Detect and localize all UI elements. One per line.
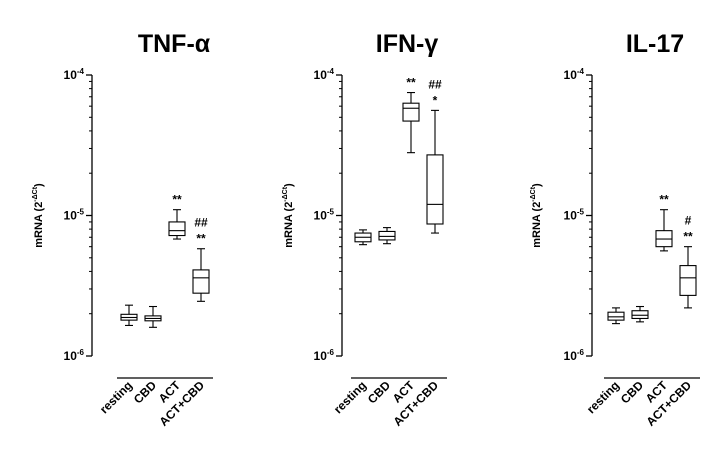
significance-label: ** <box>683 230 693 244</box>
box-act-cbd: ## * <box>426 77 444 234</box>
x-tick-label: resting <box>97 378 135 416</box>
box-iqr <box>192 269 210 294</box>
significance-label: ** <box>406 76 416 90</box>
box-cbd <box>378 227 396 245</box>
significance-label: * <box>433 93 438 107</box>
box-iqr <box>679 265 697 296</box>
x-tick-label: resting <box>584 378 622 416</box>
box-iqr <box>378 230 396 241</box>
y-axis-label: mRNA (2-ΔCt) <box>32 183 45 248</box>
significance-label: ** <box>172 193 182 207</box>
box-act: ** <box>168 193 186 240</box>
box-iqr <box>426 154 444 225</box>
x-tick-label: CBD <box>618 378 647 407</box>
box-cbd <box>144 305 162 328</box>
box-iqr <box>168 221 186 237</box>
panel-title: TNF-α <box>138 30 211 58</box>
significance-label: ** <box>659 193 669 207</box>
box-iqr <box>402 102 420 122</box>
panel-title: IL-17 <box>626 30 684 58</box>
x-tick-label: resting <box>331 378 369 416</box>
box-resting <box>120 304 138 326</box>
box-iqr <box>631 310 649 320</box>
x-tick-label: CBD <box>131 378 160 407</box>
significance-label: ** <box>196 232 206 246</box>
box-resting <box>354 229 372 246</box>
y-tick-label: 10-4 <box>314 67 335 82</box>
y-tick-label: 10-6 <box>314 348 335 363</box>
y-tick-label: 10-4 <box>564 67 585 82</box>
y-tick-label: 10-5 <box>314 208 335 223</box>
x-tick-label: CBD <box>365 378 394 407</box>
y-axis-label: mRNA (2-ΔCt) <box>282 183 295 248</box>
box-act: ** <box>402 76 420 154</box>
panel-title: IFN-γ <box>376 30 439 58</box>
y-axis-label: mRNA (2-ΔCt) <box>530 183 543 248</box>
box-act-cbd: ## ** <box>192 216 210 302</box>
box-cbd <box>631 305 649 323</box>
box-iqr <box>607 311 625 321</box>
box-act: ** <box>655 193 673 252</box>
y-tick-label: 10-6 <box>64 348 85 363</box>
significance-label: ## <box>194 216 208 230</box>
significance-label: # <box>685 214 692 228</box>
box-act-cbd: # ** <box>679 214 697 309</box>
y-tick-label: 10-5 <box>564 208 585 223</box>
significance-label: ## <box>428 77 442 91</box>
box-resting <box>607 307 625 325</box>
y-tick-label: 10-4 <box>64 67 85 82</box>
y-tick-label: 10-6 <box>564 348 585 363</box>
y-tick-label: 10-5 <box>64 208 85 223</box>
